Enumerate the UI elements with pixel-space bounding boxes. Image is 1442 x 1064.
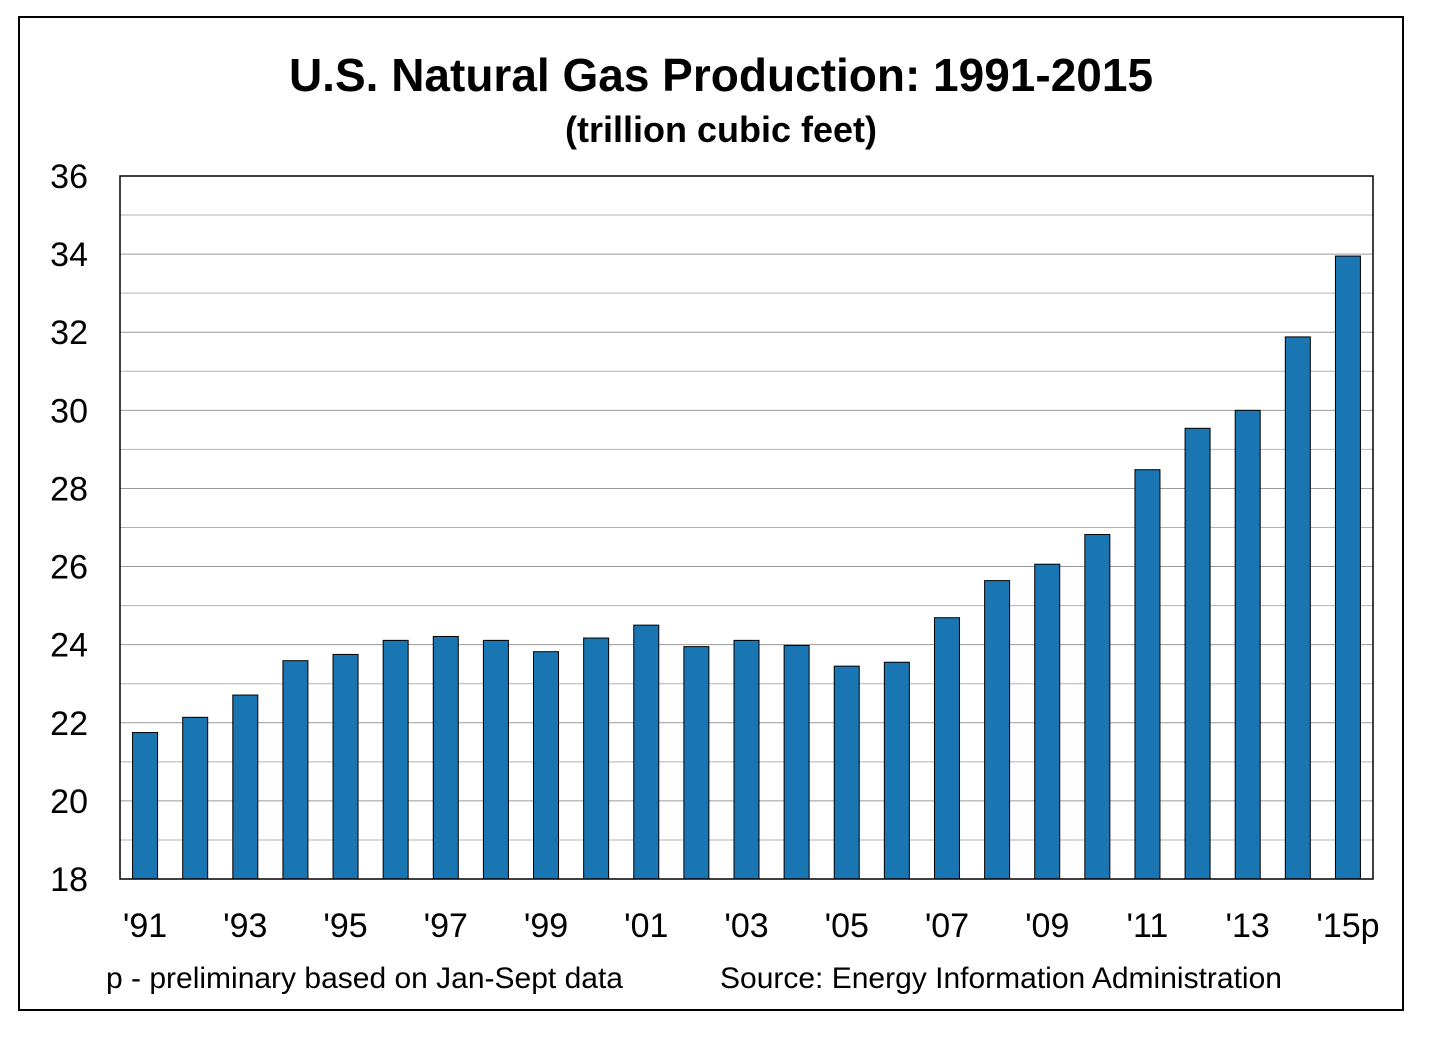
bar [683,646,710,880]
bar [984,580,1011,880]
bar [883,661,910,880]
bar [1134,469,1161,880]
bar [282,660,309,880]
chart-subtitle: (trillion cubic feet) [564,109,877,150]
bar [1284,336,1311,880]
source-note: Source: Energy Information Administratio… [720,962,1282,995]
x-tick-label: '11 [1127,907,1169,945]
x-tick-label: '03 [724,907,768,945]
y-tick-label: 30 [50,392,88,430]
bar [533,651,560,880]
bar [633,624,660,880]
bar [1334,255,1361,880]
x-tick-label: '01 [624,907,668,945]
x-tick-label: '07 [925,907,969,945]
bar [1034,563,1061,880]
y-tick-label: 20 [50,783,88,821]
bar [182,716,209,880]
x-tick-label: '91 [123,907,167,945]
x-tick-label: '13 [1226,907,1270,945]
x-tick-label: '95 [323,907,367,945]
y-tick-label: 18 [50,861,88,899]
y-axis-ticks: 18 20 22 24 26 28 30 32 34 36 [50,158,88,899]
x-tick-label: '97 [424,907,468,945]
footnote: p - preliminary based on Jan-Sept data [106,962,623,995]
bar [1234,409,1261,880]
y-tick-label: 34 [50,236,88,274]
bar [583,637,610,880]
x-tick-label: '15p [1316,907,1379,945]
bar [132,732,159,880]
chart-frame [18,16,1404,1011]
x-tick-label: '99 [524,907,568,945]
x-tick-label: '09 [1025,907,1069,945]
y-tick-label: 32 [50,314,88,352]
plot-area-border [119,175,1374,880]
bar [232,694,259,880]
y-tick-label: 24 [50,627,88,665]
bar [332,653,359,880]
y-tick-label: 36 [50,158,88,196]
bar [933,617,960,880]
bar [733,639,760,880]
bar [482,639,509,880]
x-tick-label: '93 [223,907,267,945]
x-axis-ticks: '91 '93 '95 '97 '99 '01 '03 '05 '07 '09 '11 '13 '15p [123,907,1380,945]
bar [783,644,810,880]
bar [432,635,459,880]
y-tick-label: 22 [50,705,88,743]
chart-title: U.S. Natural Gas Production: 1991-2015 [288,49,1154,101]
y-tick-label: 28 [50,470,88,508]
bar [833,665,860,880]
bars [132,255,1361,880]
y-tick-label: 26 [50,549,88,587]
x-tick-label: '05 [825,907,869,945]
bar [1084,534,1111,880]
bar [1184,427,1211,880]
bar [382,639,409,880]
